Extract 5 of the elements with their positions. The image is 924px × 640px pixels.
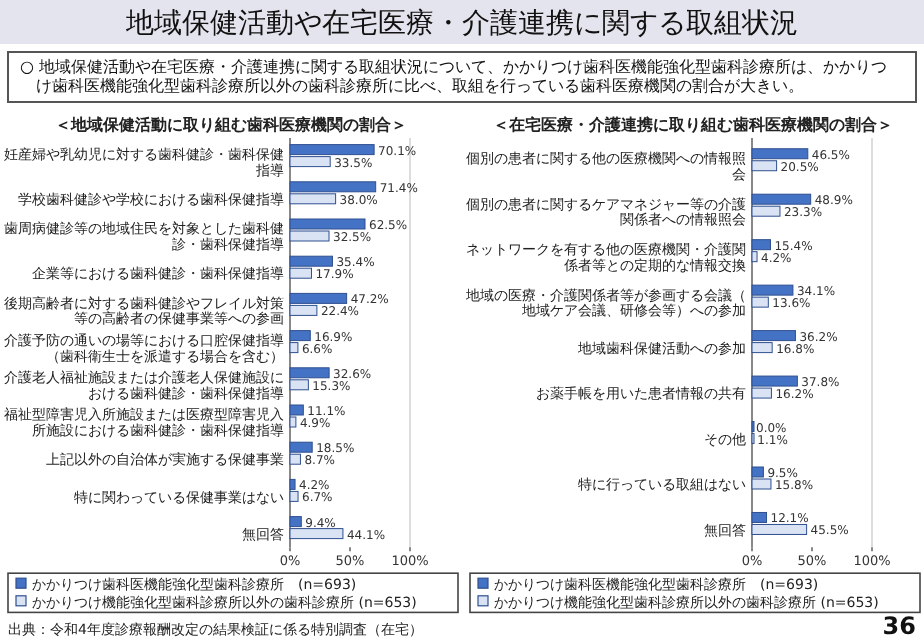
text: 36 (882, 612, 916, 640)
chart-title: ＜在宅医療・介護連携に取り組む歯科医療機関の割合＞ (493, 114, 893, 134)
text: ○ 地域保健活動や在宅医療・介護連携に関する取組状況について、かかりつけ歯科医機能強化型歯科診療所は、かかりつけ歯科医機能強化型歯科診療所以外の歯科診療所に比べ、取組を行っている歯科医療機関の割合が大きい。 (20, 58, 888, 95)
chart-title: ＜地域保健活動に取り組む歯科医療機関の割合＞ (55, 114, 407, 134)
text: 地域保健活動や在宅医療・介護連携に関する取組状況 (124, 8, 798, 40)
